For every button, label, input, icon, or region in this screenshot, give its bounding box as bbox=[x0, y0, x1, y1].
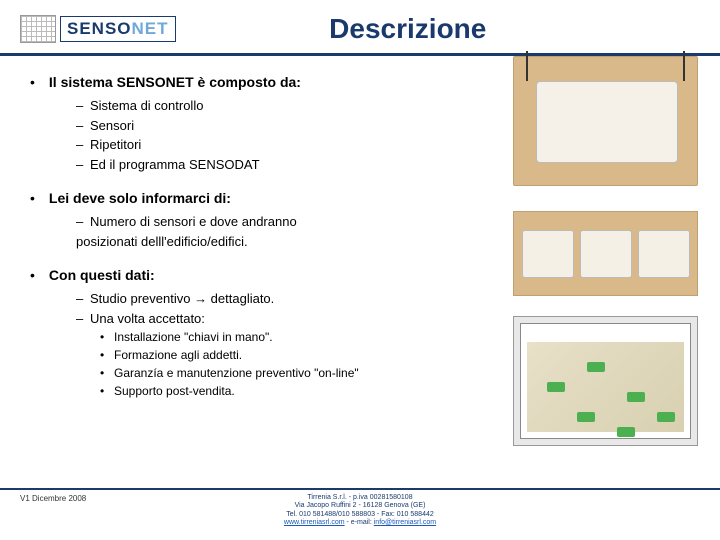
section-1-heading: Il sistema SENSONET è composto da: bbox=[49, 74, 301, 90]
product-photo-sensors bbox=[513, 211, 698, 296]
footer-line-4: www.tirreniasrl.com - e-mail: info@tirre… bbox=[140, 519, 580, 527]
page-title: Descrizione bbox=[176, 13, 700, 45]
slide-header: SENSONET Descrizione bbox=[0, 0, 720, 56]
footer-line-1: Tirrenia S.r.l. - p.iva 00281580108 bbox=[140, 494, 580, 502]
bullet-icon: • bbox=[30, 190, 35, 206]
footer-line-3: Tel. 010 581488/010 588803 - Fax: 010 58… bbox=[140, 511, 580, 519]
slide-footer: V1 Dicembre 2008 Tirrenia S.r.l. - p.iva… bbox=[0, 488, 720, 540]
section-2-heading: Lei deve solo informarci di: bbox=[49, 190, 231, 206]
logo-grid-icon bbox=[20, 15, 56, 43]
footer-version: V1 Dicembre 2008 bbox=[20, 494, 140, 503]
footer-line-2: Via Jacopo Ruffini 2 - 16128 Genova (GE) bbox=[140, 502, 580, 510]
screenshot-software bbox=[513, 316, 698, 446]
slide-content: • Il sistema SENSONET è composto da: –Si… bbox=[0, 56, 720, 486]
footer-link-email[interactable]: info@tirreniasrl.com bbox=[374, 519, 436, 526]
logo: SENSONET bbox=[20, 15, 176, 43]
logo-text: SENSONET bbox=[60, 16, 176, 42]
section-2-head: • Lei deve solo informarci di: bbox=[30, 190, 690, 206]
logo-accent: NET bbox=[132, 19, 169, 38]
footer-link-web[interactable]: www.tirreniasrl.com bbox=[284, 519, 345, 526]
logo-main: SENSO bbox=[67, 19, 132, 38]
bullet-icon: • bbox=[30, 74, 35, 90]
section-3-heading: Con questi dati: bbox=[49, 267, 155, 283]
footer-contact: Tirrenia S.r.l. - p.iva 00281580108 Via … bbox=[140, 494, 580, 528]
bullet-icon: • bbox=[30, 267, 35, 283]
product-photo-controller bbox=[513, 56, 698, 186]
